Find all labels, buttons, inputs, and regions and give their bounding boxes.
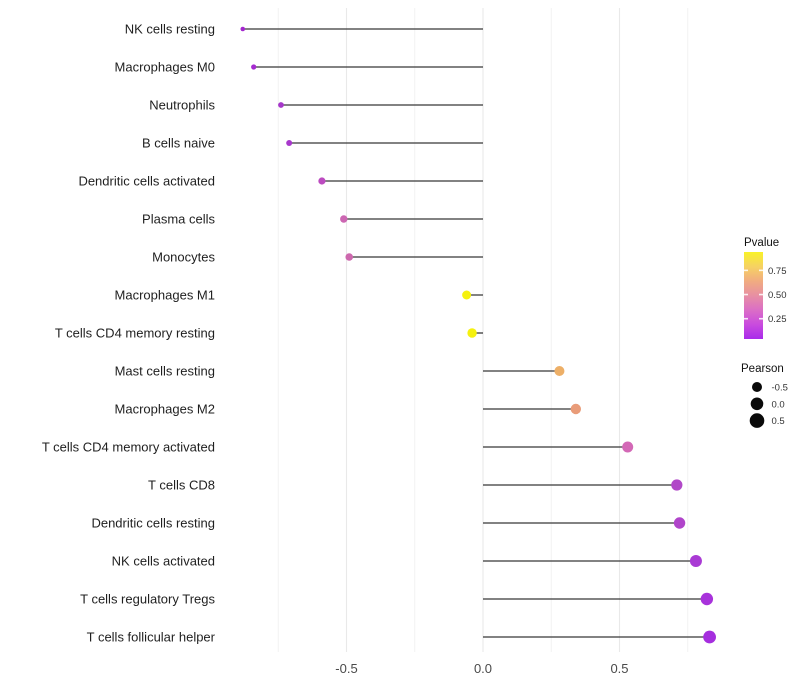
pvalue-colorbar-tick-label: 0.25 — [768, 314, 787, 325]
pearson-legend-dot-label: -0.5 — [772, 383, 788, 394]
y-axis-label: T cells CD4 memory resting — [55, 326, 215, 341]
lollipop-dot — [671, 479, 683, 491]
lollipop-dot — [703, 630, 716, 644]
y-axis-label: T cells CD8 — [148, 478, 215, 493]
lollipop-dot — [278, 102, 284, 108]
pearson-legend-dot — [752, 382, 762, 392]
lollipop-dot — [318, 177, 326, 185]
lollipop-dot — [251, 64, 257, 70]
y-axis-label: NK cells activated — [112, 554, 215, 569]
lollipop-dot — [622, 441, 634, 453]
lollipop-dot — [689, 555, 702, 567]
y-axis-label: T cells follicular helper — [87, 630, 216, 645]
pearson-legend-dot — [750, 397, 764, 411]
x-axis-tick-label: -0.5 — [335, 661, 357, 676]
pearson-legend-dot-label: 0.5 — [772, 416, 785, 427]
y-axis-label: Monocytes — [152, 250, 215, 265]
lollipop-dot — [673, 517, 686, 529]
y-axis-label: Neutrophils — [149, 98, 215, 113]
pearson-legend-dot — [749, 413, 765, 428]
pvalue-colorbar-tick-label: 0.75 — [768, 266, 787, 277]
y-axis-label: T cells CD4 memory activated — [42, 440, 215, 455]
pearson-legend-dot-label: 0.0 — [772, 399, 785, 410]
lollipop-dot — [340, 215, 348, 223]
lollipop-dot — [286, 140, 293, 146]
lollipop-dot — [570, 403, 582, 415]
y-axis-label: Dendritic cells resting — [91, 516, 215, 531]
lollipop-dot — [345, 253, 354, 261]
y-axis-label: NK cells resting — [125, 22, 215, 37]
y-axis-label: Macrophages M2 — [115, 402, 215, 417]
lollipop-dot — [554, 366, 565, 376]
lollipop-dot — [240, 26, 246, 32]
y-axis-label: Mast cells resting — [115, 364, 215, 379]
pvalue-colorbar-tick-label: 0.50 — [768, 290, 787, 301]
lollipop-dot — [467, 328, 477, 338]
lollipop-dot — [700, 592, 714, 606]
y-axis-label: T cells regulatory Tregs — [80, 592, 215, 607]
y-axis-label: Plasma cells — [142, 212, 215, 227]
x-axis-tick-label: 0.5 — [610, 661, 628, 676]
x-axis-tick-label: 0.0 — [474, 661, 492, 676]
pvalue-legend-title: Pvalue — [744, 237, 779, 249]
y-axis-label: Macrophages M1 — [115, 288, 215, 303]
pearson-legend-title: Pearson — [741, 363, 784, 375]
y-axis-label: Macrophages M0 — [115, 60, 215, 75]
lollipop-dot — [462, 290, 472, 300]
y-axis-label: Dendritic cells activated — [78, 174, 215, 189]
pvalue-colorbar — [744, 252, 763, 339]
y-axis-label: B cells naive — [142, 136, 215, 151]
